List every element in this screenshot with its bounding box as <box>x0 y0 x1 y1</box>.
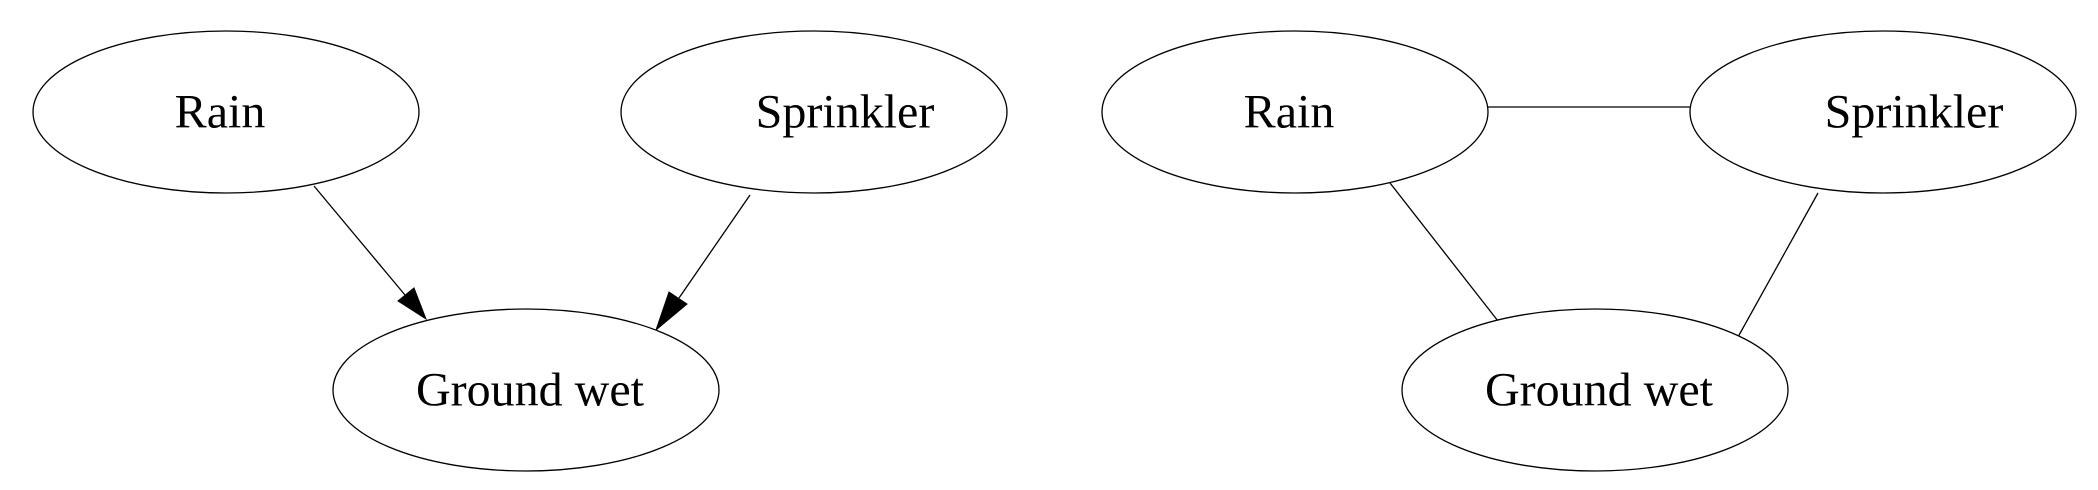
edge-rain-ground <box>1389 182 1499 322</box>
directed-graph: Rain Sprinkler Ground wet <box>32 30 1008 472</box>
node-label: Ground wet <box>416 364 645 417</box>
node-rain: Rain <box>1101 30 1489 194</box>
undirected-graph: Rain Sprinkler Ground wet <box>1101 30 2077 472</box>
node-sprinkler: Sprinkler <box>1689 30 2077 194</box>
node-sprinkler: Sprinkler <box>620 30 1008 194</box>
edge-rain-to-ground <box>313 185 406 296</box>
node-ground-wet: Ground wet <box>332 308 720 472</box>
arrow-head-rain-to-ground <box>397 287 428 321</box>
node-rain: Rain <box>32 30 420 194</box>
node-label: Sprinkler <box>1825 86 2004 139</box>
edge-sprinkler-to-ground <box>678 194 751 299</box>
arrow-head-sprinkler-to-ground <box>654 291 688 332</box>
node-label: Rain <box>1244 86 1335 139</box>
node-label: Sprinkler <box>756 86 935 139</box>
node-ground-wet: Ground wet <box>1401 308 1789 472</box>
node-label: Ground wet <box>1485 364 1714 417</box>
node-label: Rain <box>175 86 266 139</box>
edge-sprinkler-ground <box>1732 192 1819 347</box>
